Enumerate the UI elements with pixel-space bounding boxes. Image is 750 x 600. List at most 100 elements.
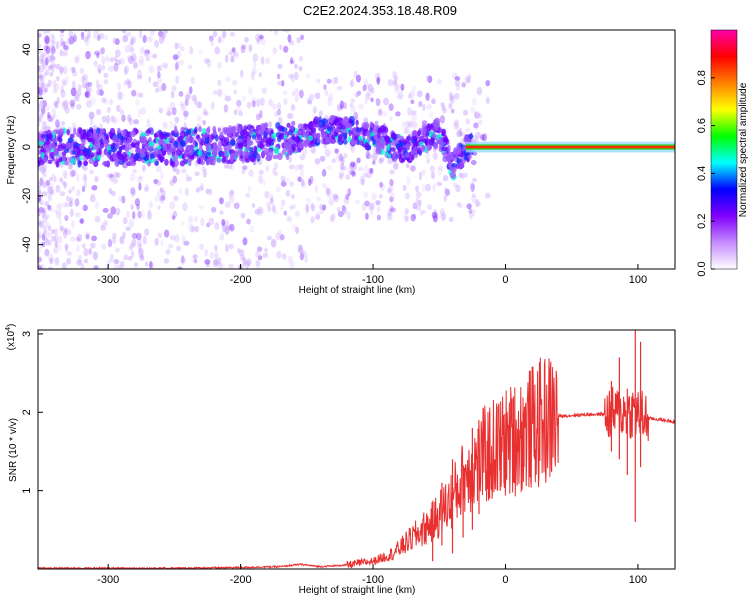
- spectrogram-speckle: [38, 86, 42, 95]
- spectrogram-speckle: [122, 231, 126, 239]
- spectrogram-speckle: [336, 206, 341, 213]
- spectrogram-speckle: [324, 89, 329, 97]
- spectrogram-speckle: [318, 110, 323, 118]
- spectrogram-speckle: [81, 243, 86, 249]
- spectrogram-speckle: [255, 250, 261, 258]
- spectrogram-speckle: [48, 239, 52, 247]
- spectrogram-band-point: [67, 141, 74, 149]
- spectrogram-band-point: [313, 133, 318, 139]
- spectrogram-speckle: [130, 250, 135, 259]
- spectrogram-speckle: [258, 169, 264, 175]
- spectrogram-speckle: [64, 243, 69, 250]
- spectrogram-y-tick-label: -40: [21, 237, 33, 253]
- spectrogram-speckle: [128, 55, 134, 65]
- spectrogram-band-point: [384, 135, 389, 143]
- spectrogram-speckle: [265, 165, 270, 172]
- spectrogram-band-point: [55, 160, 60, 168]
- spectrogram-band-point: [79, 143, 85, 151]
- spectrogram-speckle: [272, 47, 278, 55]
- spectrogram-band-point: [397, 146, 401, 154]
- spectrogram-band-point: [162, 140, 167, 149]
- spectrogram-speckle: [101, 97, 107, 104]
- spectrogram-speckle: [350, 144, 355, 154]
- spectrogram-speckle: [310, 147, 316, 154]
- spectrogram-speckle: [248, 169, 254, 177]
- spectrogram-speckle: [144, 261, 149, 268]
- spectrogram-speckle: [40, 53, 46, 59]
- spectrogram-speckle: [389, 207, 396, 213]
- spectrogram-speckle: [246, 101, 252, 109]
- spectrogram-speckle: [294, 63, 298, 69]
- spectrogram-band-point: [235, 137, 240, 144]
- spectrogram-speckle: [71, 31, 76, 39]
- spectrogram-speckle: [461, 81, 466, 88]
- spectrogram-speckle: [217, 79, 222, 87]
- spectrogram-band-point: [246, 140, 253, 147]
- spectrogram-band-point: [370, 136, 375, 141]
- spectrogram-speckle: [47, 114, 53, 123]
- spectrogram-speckle: [176, 42, 182, 49]
- spectrogram-speckle: [95, 109, 102, 116]
- spectrogram-speckle: [150, 30, 155, 37]
- spectrogram-speckle: [125, 226, 131, 231]
- spectrogram-speckle: [83, 181, 88, 188]
- spectrogram-speckle: [128, 218, 135, 228]
- spectrogram-speckle: [388, 185, 394, 193]
- spectrogram-speckle: [449, 92, 454, 100]
- spectrogram-speckle: [56, 96, 60, 105]
- spectrogram-speckle: [175, 168, 180, 175]
- spectrogram-band-point: [217, 140, 223, 148]
- spectrogram-speckle: [62, 101, 69, 111]
- colorbar-tick-label: 0.6: [696, 118, 708, 133]
- spectrogram-speckle: [75, 103, 82, 110]
- spectrogram-speckle: [281, 253, 287, 260]
- spectrogram-speckle: [363, 78, 368, 86]
- spectrogram-speckle: [343, 143, 348, 149]
- spectrogram-band-point: [355, 119, 359, 126]
- spectrogram-speckle: [39, 75, 45, 82]
- spectrogram-speckle: [87, 30, 92, 38]
- spectrogram-speckle: [62, 50, 68, 57]
- spectrogram-speckle: [92, 251, 98, 260]
- spectrogram-speckle: [60, 30, 65, 34]
- spectrogram-speckle: [464, 75, 470, 84]
- spectrogram-band-point: [287, 137, 292, 144]
- spectrogram-speckle: [379, 157, 385, 163]
- spectrogram-speckle: [60, 89, 66, 99]
- spectrogram-speckle: [101, 64, 106, 71]
- spectrogram-speckle: [45, 222, 51, 228]
- spectrogram-band-point: [187, 150, 194, 156]
- spectrogram-speckle: [209, 251, 215, 259]
- snr-x-tick-label: -100: [362, 574, 384, 586]
- spectrogram-speckle: [260, 56, 265, 65]
- spectrogram-speckle: [119, 109, 124, 115]
- spectrogram-speckle: [104, 34, 109, 41]
- spectrogram-speckle: [113, 259, 120, 265]
- spectrogram-band-point: [208, 157, 214, 162]
- spectrogram-speckle: [304, 254, 308, 264]
- spectrogram-speckle: [296, 37, 301, 44]
- spectrogram-band-point: [406, 145, 410, 151]
- spectrogram-speckle: [81, 73, 86, 82]
- spectrogram-speckle: [77, 84, 82, 91]
- spectrogram-y-tick-label: 0: [21, 144, 33, 150]
- spectrogram-speckle: [204, 259, 211, 265]
- spectrogram-speckle: [314, 158, 321, 165]
- spectrogram-speckle: [276, 73, 281, 80]
- spectrogram-speckle: [221, 218, 226, 226]
- spectrogram-speckle: [316, 78, 321, 84]
- spectrogram-speckle: [260, 38, 266, 46]
- spectrogram-speckle: [285, 189, 291, 197]
- spectrogram-speckle: [256, 98, 261, 107]
- spectrogram-band-point: [205, 158, 210, 166]
- spectrogram-speckle: [152, 30, 157, 34]
- spectrogram-speckle: [362, 84, 367, 92]
- spectrogram-speckle: [299, 55, 303, 62]
- spectrogram-speckle: [474, 111, 480, 119]
- spectrogram-speckle: [190, 225, 194, 234]
- spectrogram-speckle: [437, 167, 443, 176]
- spectrogram-speckle: [453, 92, 460, 100]
- spectrogram-speckle: [103, 218, 108, 225]
- spectrogram-speckle: [44, 213, 51, 220]
- spectrogram-speckle: [38, 86, 41, 95]
